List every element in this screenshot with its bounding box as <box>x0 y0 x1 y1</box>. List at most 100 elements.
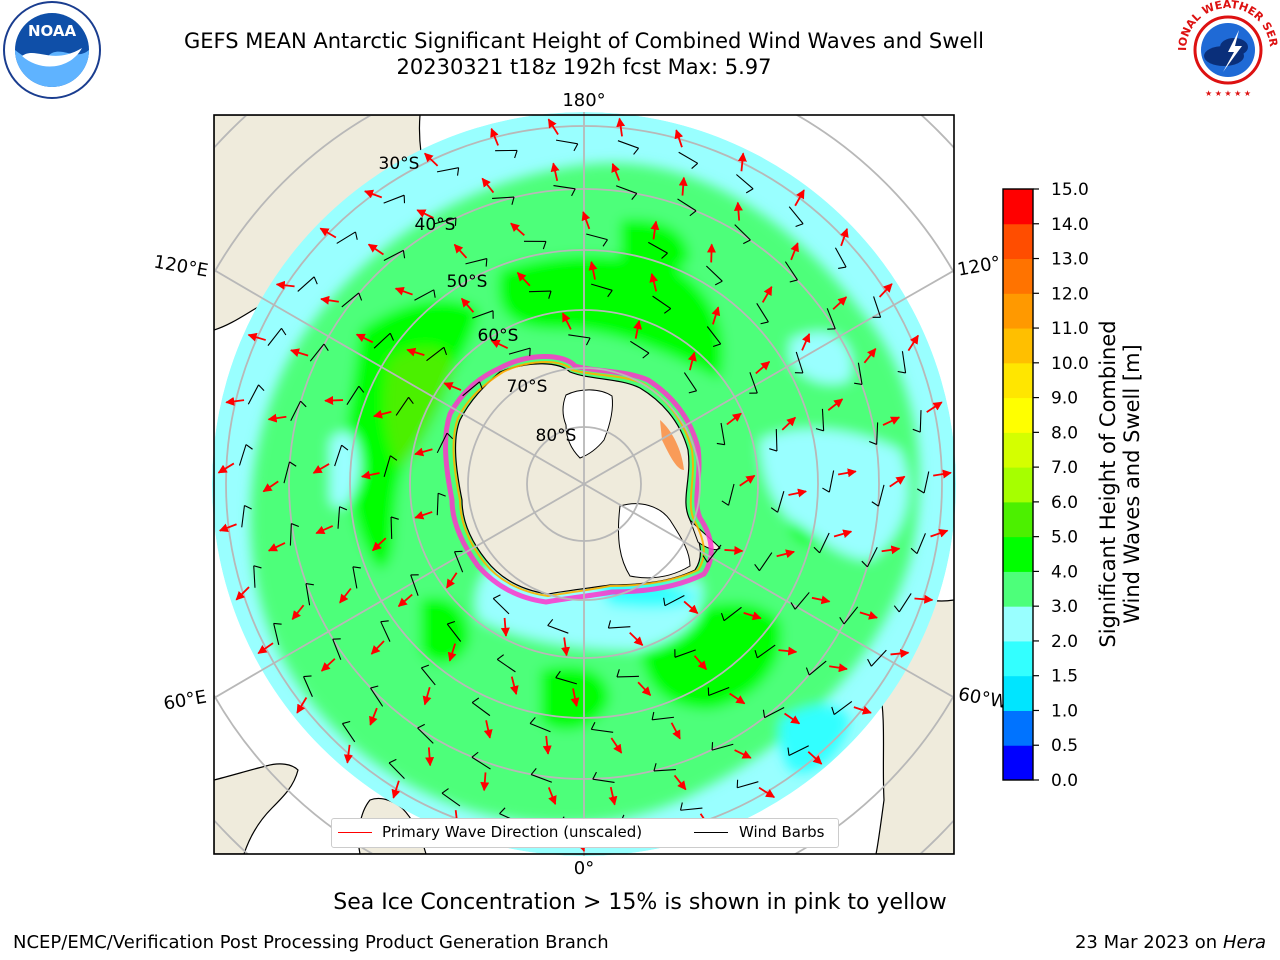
colorbar-tick-label: 11.0 <box>1051 319 1089 339</box>
wind-barb <box>616 185 637 194</box>
wave-direction-arrow <box>882 416 901 426</box>
wind-barb <box>834 247 847 268</box>
wind-barb <box>283 461 291 484</box>
wave-direction-arrow <box>633 320 643 339</box>
wind-barb <box>436 493 439 516</box>
wind-barb-feather <box>493 594 501 600</box>
wave-direction-arrow <box>743 611 762 621</box>
wave-direction-arrow <box>355 333 374 344</box>
wave-direction-arrow <box>296 697 308 714</box>
wind-barb <box>241 505 245 528</box>
wind-barb <box>352 566 358 589</box>
wind-barb <box>492 196 515 199</box>
wind-barb-feather <box>471 751 479 758</box>
lon-label-120w: 120° <box>956 252 1002 280</box>
wind-barb <box>794 592 810 610</box>
wind-barb <box>238 444 247 466</box>
wave-direction-arrow <box>807 751 823 765</box>
wind-barb-feather <box>573 143 579 152</box>
wind-barb-feather <box>795 223 804 228</box>
wave-direction-arrow <box>490 127 499 146</box>
wave-direction-arrow <box>588 261 598 280</box>
wind-barb-feather <box>530 768 537 775</box>
wind-barb <box>586 233 608 241</box>
wind-barb <box>341 723 356 743</box>
wave-direction-arrow <box>414 447 433 457</box>
wave-direction-arrow <box>926 401 943 413</box>
wind-barb <box>808 660 827 676</box>
wave-direction-arrow <box>776 549 795 559</box>
wind-barb <box>652 295 672 310</box>
sea-ice-note: Sea Ice Concentration > 15% is shown in … <box>333 890 947 915</box>
wind-barb <box>334 445 343 467</box>
wind-barb <box>648 241 668 254</box>
wave-direction-arrow <box>778 646 798 656</box>
wind-barb <box>441 792 461 807</box>
wave-direction-arrow <box>930 528 949 538</box>
wave-direction-arrow <box>711 306 721 325</box>
wind-barb-feather <box>305 583 314 586</box>
colorbar-tick-label: 14.0 <box>1051 215 1089 235</box>
wave-direction-arrow <box>608 786 618 806</box>
wind-barb <box>901 351 907 374</box>
wave-direction-arrow <box>257 642 274 655</box>
wind-barb-feather <box>714 280 723 286</box>
wind-barb <box>728 483 735 506</box>
wave-direction-arrow <box>267 413 287 423</box>
wave-direction-arrow <box>291 604 305 620</box>
wind-barb-feather <box>910 547 918 555</box>
wave-direction-arrow <box>370 640 385 655</box>
colorbar: 0.0 0.5 1.0 1.5 2.0 3.0 4.0 5.0 6.0 7.0 8.0 9.0 10.0… <box>1002 180 1089 791</box>
wave-direction-arrow <box>761 286 773 303</box>
wind-barb <box>395 396 410 416</box>
wave-direction-arrow <box>460 297 475 313</box>
wave-direction-arrow <box>610 737 623 754</box>
wave-direction-arrow <box>343 744 353 764</box>
svg-text:★ ★ ★ ★ ★: ★ ★ ★ ★ ★ <box>1205 89 1251 98</box>
wave-direction-arrow <box>394 286 413 296</box>
colorbar-tick-label: 8.0 <box>1051 423 1078 443</box>
wave-direction-arrow <box>218 523 237 533</box>
footer-date: 23 Mar 2023 on Hera <box>1074 932 1266 953</box>
wave-direction-arrow <box>707 243 716 263</box>
wind-barb <box>434 217 457 225</box>
colorbar-title-line1: Significant Height of Combined <box>1096 320 1120 648</box>
wave-direction-arrow <box>397 593 413 608</box>
colorbar-title-line2: Wind Waves and Swell [m] <box>1120 344 1144 624</box>
wind-barb <box>677 198 697 212</box>
wave-direction-arrow <box>406 347 425 357</box>
wind-barb-feather <box>281 327 287 336</box>
wind-barb <box>454 551 464 573</box>
wave-direction-arrow <box>737 152 747 172</box>
wind-barb <box>877 484 885 507</box>
wave-direction-arrow <box>247 332 267 342</box>
map-frame <box>213 114 955 855</box>
wind-barb <box>736 174 754 190</box>
wind-barb <box>555 139 578 145</box>
colorbar-segment <box>1003 501 1033 538</box>
wind-barb-feather <box>273 622 282 625</box>
wave-direction-arrow <box>425 747 435 767</box>
wave-direction-arrow <box>729 692 746 705</box>
wave-direction-arrow <box>217 462 235 474</box>
colorbar-segment <box>1003 640 1033 677</box>
wind-barb <box>674 649 696 658</box>
wind-barb <box>873 296 882 318</box>
wind-barb-feather <box>663 597 666 606</box>
wind-barb <box>706 544 722 563</box>
wind-barb-feather <box>743 239 751 245</box>
wind-barb-feather <box>421 664 430 669</box>
wave-direction-arrow <box>914 594 934 604</box>
wind-barb-legend-line <box>694 832 728 833</box>
wind-barb-feather <box>839 616 845 625</box>
colorbar-tick-label: 2.0 <box>1051 632 1078 652</box>
wave-direction-arrow <box>755 360 771 375</box>
lat-label-30s: 30°S <box>379 154 420 174</box>
wave-direction-arrow <box>726 412 742 426</box>
wave-direction-arrow <box>312 463 330 474</box>
wind-barb <box>775 429 778 452</box>
wave-direction-arrow <box>339 587 352 604</box>
wind-barb <box>337 506 341 529</box>
wave-direction-arrow <box>510 222 525 236</box>
wind-barb <box>390 516 393 539</box>
